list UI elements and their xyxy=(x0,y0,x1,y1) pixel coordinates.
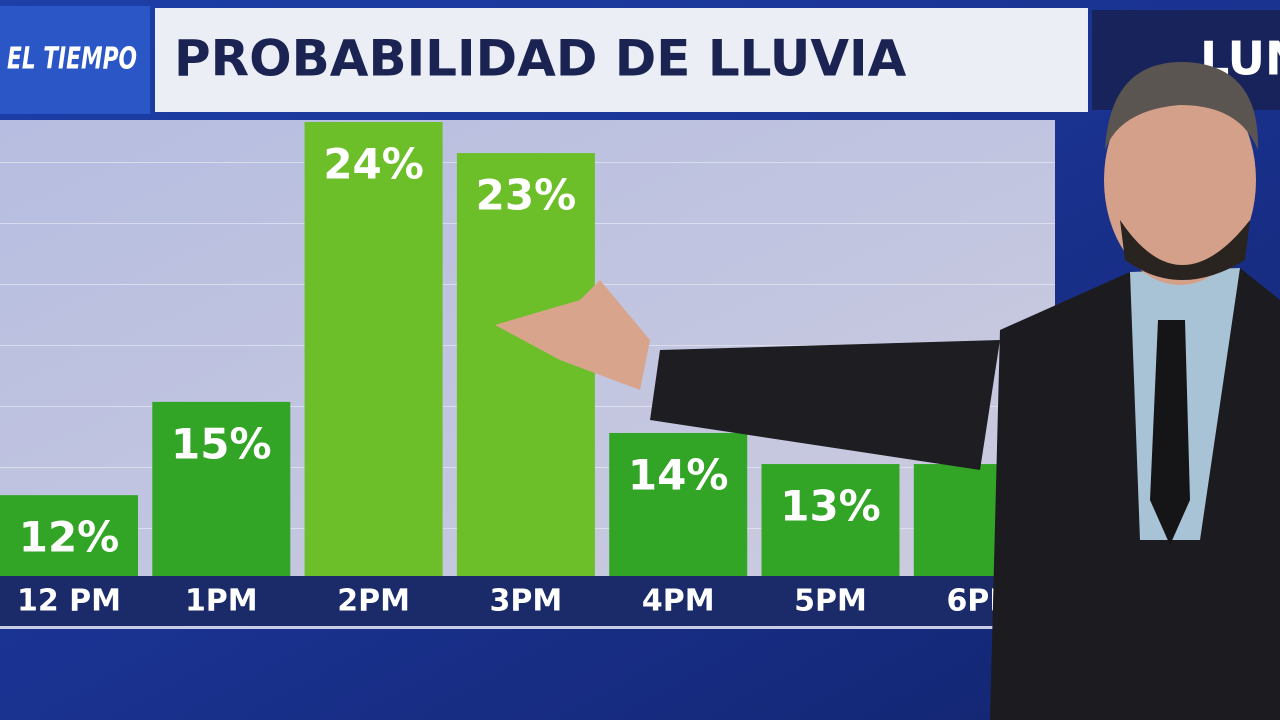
chart-title: PROBABILIDAD DE LLUVIA xyxy=(174,30,907,88)
presenter-hair xyxy=(1105,61,1259,150)
presenter-head xyxy=(1104,75,1256,285)
x-tick-label: 12 PM xyxy=(17,584,121,619)
x-axis-rule xyxy=(0,626,1010,629)
x-tick-label: 5PM xyxy=(794,584,867,619)
x-tick-label: 3PM xyxy=(490,584,563,619)
presenter-hand xyxy=(495,280,650,390)
presenter-tie xyxy=(1150,320,1190,545)
presenter-beard xyxy=(1120,220,1250,280)
value-label: 13% xyxy=(780,482,881,531)
brand: EL TIEMPO xyxy=(7,42,137,77)
value-label: 14% xyxy=(628,450,729,499)
x-axis-band xyxy=(0,576,1010,628)
presenter-arm xyxy=(650,340,1000,470)
bar xyxy=(609,432,748,576)
bar xyxy=(761,464,900,576)
value-label: 15% xyxy=(171,419,272,468)
presenter xyxy=(495,61,1280,720)
x-tick-label: 4PM xyxy=(642,584,715,619)
bar xyxy=(152,401,291,576)
bar xyxy=(304,122,443,576)
bar xyxy=(0,495,138,576)
title-banner xyxy=(155,8,1088,112)
value-label: 12% xyxy=(19,513,120,562)
value-label: 23% xyxy=(476,171,577,220)
value-label: 24% xyxy=(323,140,424,189)
logo-box xyxy=(0,6,150,114)
x-tick-label: 2PM xyxy=(337,584,410,619)
x-tick-label: 1PM xyxy=(185,584,258,619)
bar xyxy=(456,153,595,576)
